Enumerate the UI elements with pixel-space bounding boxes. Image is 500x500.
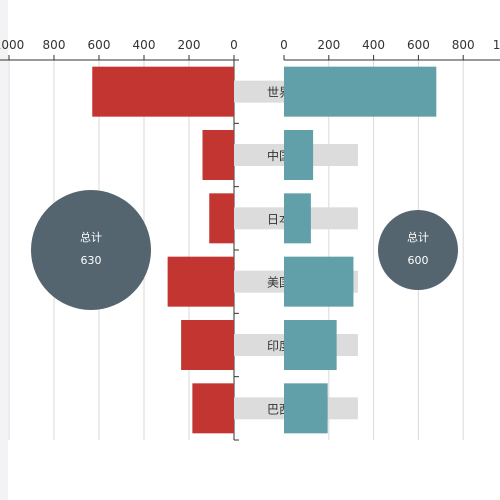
total-circles: 总计 630 总计 600 bbox=[31, 190, 458, 310]
left-tick-label: 800 bbox=[43, 38, 66, 52]
right-tick-label: 1000 bbox=[493, 38, 500, 52]
left-bar bbox=[181, 320, 234, 370]
right-tick-label: 600 bbox=[407, 38, 430, 52]
left-tick-label: 200 bbox=[178, 38, 201, 52]
tick-labels: 1000 800 600 400 200 0 0 200 400 600 800 1000 bbox=[0, 38, 500, 52]
right-bars bbox=[284, 66, 437, 434]
right-bar bbox=[284, 66, 437, 117]
left-total-label: 总计 bbox=[80, 230, 102, 244]
right-bar bbox=[284, 256, 354, 307]
left-tick-label: 1000 bbox=[0, 38, 24, 52]
right-bar bbox=[284, 130, 314, 180]
right-tick-label: 800 bbox=[452, 38, 475, 52]
right-bar bbox=[284, 383, 328, 434]
left-bar bbox=[202, 130, 234, 180]
left-tick-label: 600 bbox=[88, 38, 111, 52]
left-bar bbox=[209, 193, 234, 244]
axes bbox=[0, 55, 500, 441]
left-total-circle bbox=[31, 190, 151, 310]
right-total-label: 总计 bbox=[407, 230, 429, 244]
left-edge-strip bbox=[0, 0, 8, 500]
right-bar bbox=[284, 193, 311, 244]
right-bar bbox=[284, 320, 337, 370]
left-tick-label: 400 bbox=[133, 38, 156, 52]
left-tick-label: 0 bbox=[230, 38, 238, 52]
left-bars bbox=[92, 66, 234, 434]
right-total-value: 600 bbox=[408, 254, 429, 267]
right-tick-label: 200 bbox=[317, 38, 340, 52]
left-total-value: 630 bbox=[81, 254, 102, 267]
right-total-circle bbox=[378, 210, 458, 290]
left-bar bbox=[167, 256, 234, 307]
left-bar bbox=[92, 66, 234, 117]
right-tick-label: 0 bbox=[280, 38, 288, 52]
left-bar bbox=[192, 383, 234, 434]
right-tick-label: 400 bbox=[362, 38, 385, 52]
